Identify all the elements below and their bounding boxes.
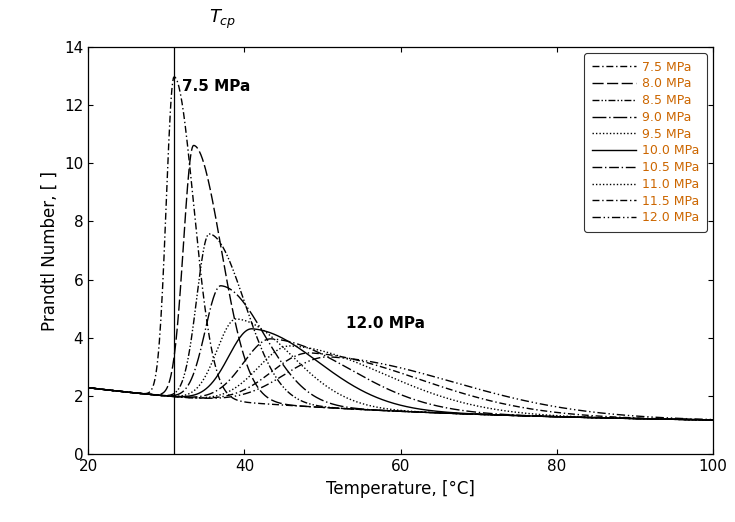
Legend: 7.5 MPa, 8.0 MPa, 8.5 MPa, 9.0 MPa, 9.5 MPa, 10.0 MPa, 10.5 MPa, 11.0 MPa, 11.5 : 7.5 MPa, 8.0 MPa, 8.5 MPa, 9.0 MPa, 9.5 … <box>584 53 706 232</box>
Y-axis label: Prandtl Number, [ ]: Prandtl Number, [ ] <box>40 171 59 330</box>
Text: 7.5 MPa: 7.5 MPa <box>182 79 251 93</box>
Text: 12.0 MPa: 12.0 MPa <box>346 316 425 330</box>
X-axis label: Temperature, [°C]: Temperature, [°C] <box>326 480 475 497</box>
Text: $T_{cp}$: $T_{cp}$ <box>209 7 236 31</box>
